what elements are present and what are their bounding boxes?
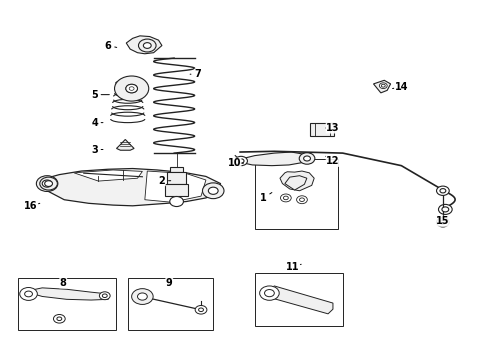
Circle shape <box>442 207 449 212</box>
Circle shape <box>132 289 153 305</box>
Bar <box>255 273 343 326</box>
Text: 11: 11 <box>286 262 301 272</box>
Circle shape <box>53 315 65 323</box>
Text: 13: 13 <box>326 123 340 133</box>
Circle shape <box>440 189 446 193</box>
Circle shape <box>280 194 291 202</box>
Bar <box>128 278 213 329</box>
Text: 15: 15 <box>436 216 450 226</box>
Text: 8: 8 <box>60 278 67 288</box>
Circle shape <box>235 156 247 166</box>
Text: 2: 2 <box>159 176 171 186</box>
Circle shape <box>198 308 203 311</box>
Polygon shape <box>373 80 391 93</box>
Circle shape <box>99 292 110 300</box>
Circle shape <box>129 87 134 90</box>
Circle shape <box>57 317 62 320</box>
Polygon shape <box>280 171 314 191</box>
Circle shape <box>126 84 138 93</box>
Circle shape <box>126 84 138 93</box>
Polygon shape <box>285 176 307 190</box>
Text: 16: 16 <box>24 201 40 211</box>
Bar <box>170 167 183 172</box>
Text: 6: 6 <box>105 41 117 50</box>
Circle shape <box>24 291 32 297</box>
Bar <box>167 172 186 184</box>
Circle shape <box>283 196 288 200</box>
Text: 1: 1 <box>260 193 272 203</box>
Circle shape <box>36 176 58 192</box>
Polygon shape <box>117 139 134 150</box>
Circle shape <box>238 159 244 163</box>
Text: 7: 7 <box>190 69 201 79</box>
Circle shape <box>139 39 156 52</box>
Circle shape <box>440 220 446 225</box>
Circle shape <box>265 289 274 297</box>
Text: 4: 4 <box>91 118 103 128</box>
Circle shape <box>202 183 224 199</box>
Bar <box>255 159 338 229</box>
Polygon shape <box>40 168 220 206</box>
Bar <box>165 184 188 196</box>
Circle shape <box>138 293 147 300</box>
Polygon shape <box>267 286 333 314</box>
Text: 3: 3 <box>91 144 103 154</box>
Circle shape <box>20 288 37 300</box>
Circle shape <box>45 181 52 186</box>
Polygon shape <box>126 36 162 54</box>
Circle shape <box>304 156 311 161</box>
Circle shape <box>381 84 385 87</box>
Circle shape <box>299 153 315 164</box>
Circle shape <box>208 187 218 194</box>
Bar <box>310 123 334 136</box>
Circle shape <box>296 196 307 204</box>
Circle shape <box>260 286 279 300</box>
Circle shape <box>102 294 107 297</box>
Text: 9: 9 <box>166 278 172 288</box>
Circle shape <box>42 180 52 187</box>
Circle shape <box>299 198 304 202</box>
Text: 5: 5 <box>91 90 109 100</box>
Text: 10: 10 <box>227 158 244 168</box>
Bar <box>18 278 116 329</box>
Circle shape <box>170 197 183 207</box>
Circle shape <box>439 204 452 215</box>
Circle shape <box>195 306 207 314</box>
Polygon shape <box>25 288 108 300</box>
Polygon shape <box>74 170 143 181</box>
Circle shape <box>40 177 57 190</box>
Circle shape <box>144 42 151 48</box>
Text: 12: 12 <box>326 156 340 166</box>
Polygon shape <box>240 152 309 166</box>
Text: 14: 14 <box>392 82 408 92</box>
Polygon shape <box>145 171 206 202</box>
Circle shape <box>437 218 449 227</box>
Circle shape <box>437 186 449 195</box>
Circle shape <box>115 76 149 101</box>
Circle shape <box>379 83 387 89</box>
